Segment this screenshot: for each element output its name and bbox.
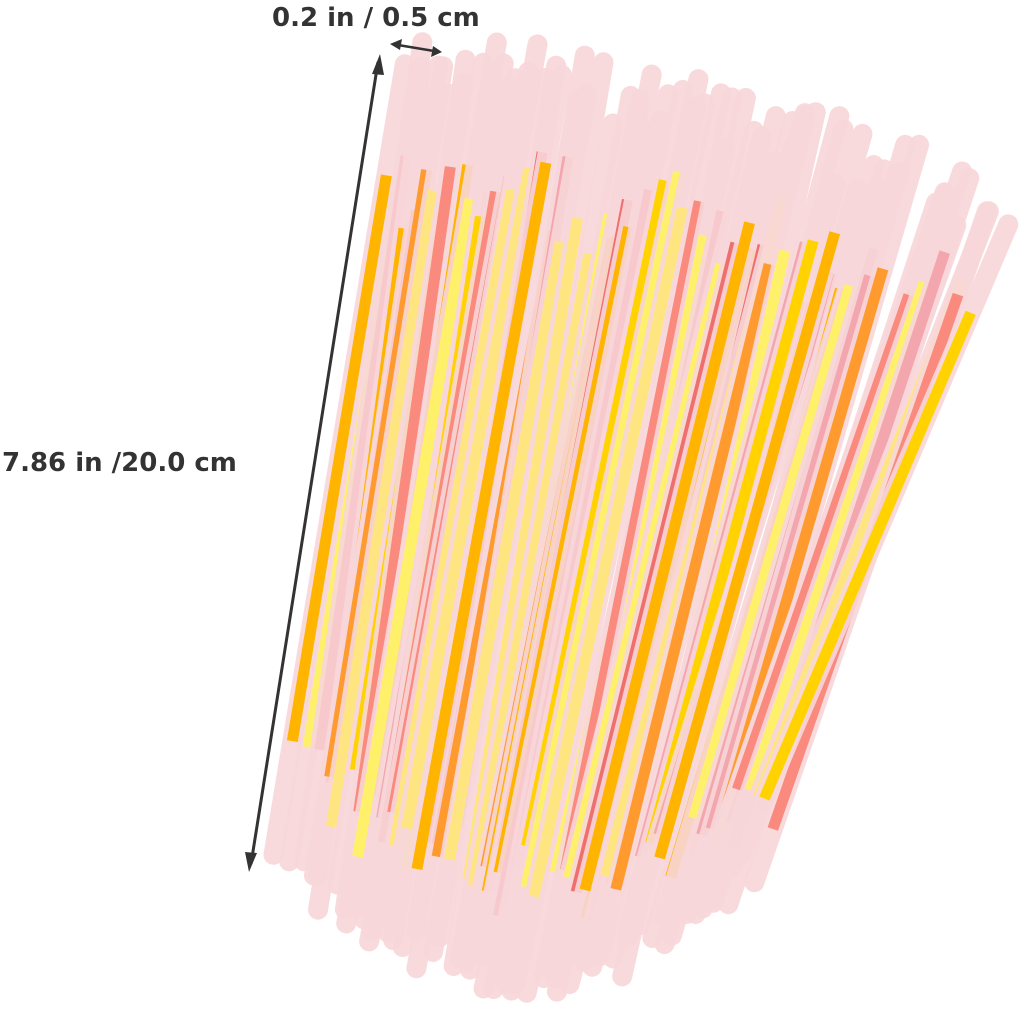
- length-dimension-label: 7.86 in /20.0 cm: [2, 448, 237, 478]
- glow-stick-core: [745, 280, 930, 793]
- glow-stick-core: [467, 252, 595, 887]
- glow-stick-core: [559, 200, 705, 872]
- glow-stick-core: [401, 166, 535, 830]
- glow-stick-core: [444, 241, 566, 861]
- glow-stick-core: [411, 161, 552, 870]
- width-dimension-label: 0.2 in / 0.5 cm: [272, 3, 480, 33]
- glow-stick-core: [352, 197, 476, 858]
- length-arrow: [245, 54, 384, 872]
- glow-stick-core: [579, 221, 755, 892]
- glow-stick-core: [286, 174, 392, 743]
- glow-stick-core: [610, 262, 775, 891]
- glow-stick-core: [325, 189, 439, 828]
- glow-stick-core: [759, 310, 976, 801]
- glow-stick-core: [732, 293, 915, 792]
- glow-stick-core: [688, 284, 856, 820]
- glow-stick-core: [528, 206, 688, 898]
- width-arrow: [390, 39, 442, 57]
- glow-stick-core: [654, 231, 841, 860]
- glow-stick-core: [520, 170, 685, 889]
- glow-sticks-group: [263, 32, 1019, 1003]
